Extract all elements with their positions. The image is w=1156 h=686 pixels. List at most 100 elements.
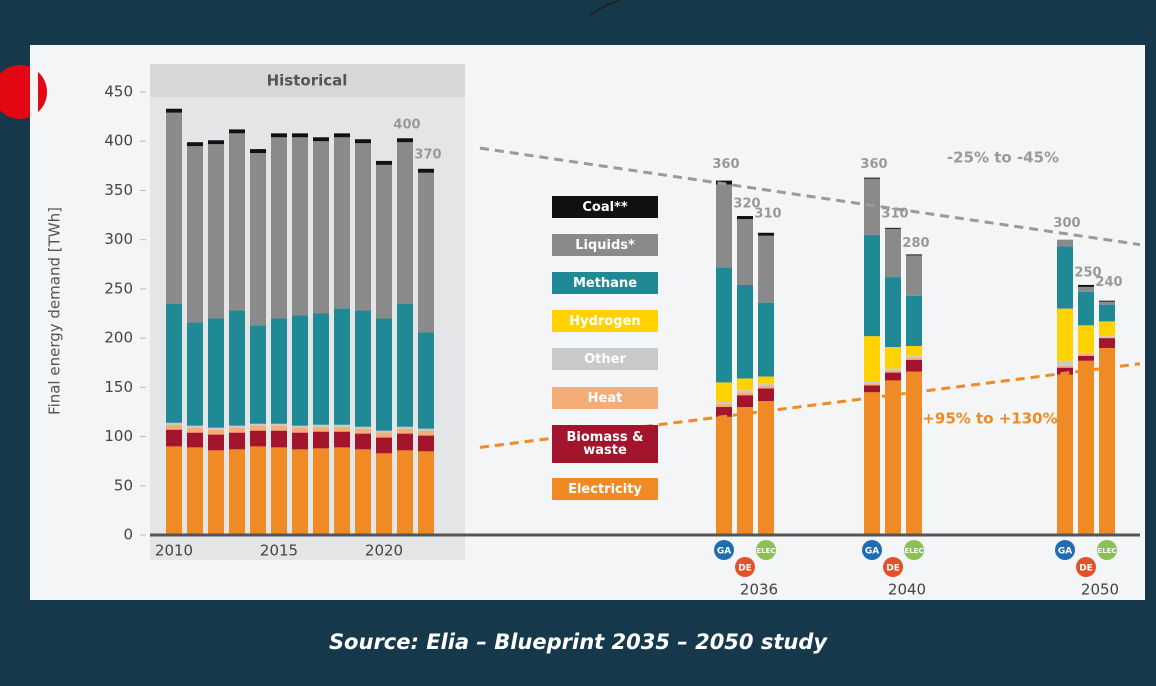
bar-segment <box>208 429 224 435</box>
bar-segment <box>418 435 434 452</box>
bar-segment <box>1057 374 1073 535</box>
y-axis-label: Final energy demand [TWh] <box>46 207 64 415</box>
y-tick-label: 0 <box>123 526 133 544</box>
bar-segment <box>229 449 245 535</box>
bar-segment <box>885 372 901 381</box>
bar-segment <box>250 325 266 424</box>
bar-segment <box>1078 286 1094 292</box>
legend-entry: Biomass & waste <box>552 425 658 463</box>
bar-segment <box>885 370 901 373</box>
bar-segment <box>1099 338 1115 348</box>
bar-segment <box>355 428 371 434</box>
bar-segment <box>376 430 392 433</box>
bar-segment <box>334 308 350 425</box>
bar-segment <box>376 318 392 431</box>
bar-segment <box>1078 325 1094 353</box>
scenario-label: DE <box>1079 564 1093 574</box>
y-tick-label: 200 <box>104 329 133 347</box>
bar-segment <box>397 428 413 434</box>
trend-line <box>479 146 1141 247</box>
bar-segment <box>271 133 287 138</box>
bar-segment <box>187 447 203 535</box>
bar-segment <box>1078 353 1094 356</box>
bar-segment <box>1057 365 1073 368</box>
total-label: 310 <box>754 206 781 221</box>
bar-segment <box>864 177 880 179</box>
scenario-label: DE <box>886 564 900 574</box>
bar-segment <box>906 295 922 346</box>
bar-segment <box>166 303 182 423</box>
bar-segment <box>355 449 371 535</box>
bar-segment <box>737 378 753 391</box>
scenario-badge <box>756 540 776 560</box>
bar-segment <box>397 450 413 535</box>
scenario-label: GA <box>1058 547 1072 557</box>
bar-segment <box>166 422 182 425</box>
total-label: 400 <box>393 118 420 133</box>
bar-segment <box>418 430 434 436</box>
bar-segment <box>166 446 182 535</box>
bar-segment <box>1057 367 1073 375</box>
bar-segment <box>208 140 224 145</box>
bar-segment <box>864 336 880 382</box>
scenario-badge <box>714 540 734 560</box>
bar-segment <box>208 450 224 535</box>
bar-segment <box>906 357 922 360</box>
bar-segment <box>292 427 308 433</box>
bar-segment <box>397 142 413 304</box>
bar-segment <box>737 407 753 535</box>
bar-segment <box>1078 355 1094 361</box>
total-label: 300 <box>1053 216 1080 231</box>
bar-segment <box>355 310 371 427</box>
bar-segment <box>716 404 732 408</box>
bar-segment <box>885 346 901 369</box>
bar-segment <box>737 395 753 408</box>
scenario-label: GA <box>865 547 879 557</box>
bar-segment <box>418 451 434 535</box>
bar-segment <box>376 164 392 319</box>
bar-segment <box>376 437 392 454</box>
bar-segment <box>376 432 392 438</box>
bar-segment <box>271 447 287 535</box>
bar-segment <box>250 425 266 431</box>
group-label: 2036 <box>740 581 778 599</box>
scenario-badge <box>862 540 882 560</box>
bar-segment <box>376 453 392 535</box>
total-label: 370 <box>414 147 441 162</box>
bar-segment <box>334 133 350 138</box>
bar-segment <box>737 390 753 393</box>
bar-segment <box>187 432 203 448</box>
bar-segment <box>271 423 287 426</box>
bar-segment <box>397 138 413 143</box>
bar-segment <box>737 392 753 396</box>
bar-segment <box>418 428 434 431</box>
bar-segment <box>229 425 245 428</box>
bar-segment <box>397 303 413 427</box>
bar-segment <box>758 232 774 236</box>
scenario-label: DE <box>738 564 752 574</box>
scenario-badge <box>1055 540 1075 560</box>
scenario-badge <box>735 557 755 577</box>
trend-label: -25% to -45% <box>947 149 1059 167</box>
y-tick-label: 400 <box>104 132 133 150</box>
bar-segment <box>292 432 308 450</box>
bar-segment <box>187 427 203 433</box>
bar-segment <box>1057 360 1073 366</box>
bar-segment <box>355 139 371 144</box>
bar-segment <box>906 254 922 256</box>
source: Source: Elia – Blueprint 2035 – 2050 stu… <box>329 630 828 654</box>
bar-segment <box>1078 291 1094 326</box>
bar-segment <box>716 416 732 535</box>
total-label: 360 <box>860 157 887 172</box>
total-label: 320 <box>733 196 760 211</box>
bar-segment <box>208 434 224 451</box>
y-tick-label: 150 <box>104 378 133 396</box>
bar-segment <box>292 315 308 426</box>
total-label: 360 <box>712 157 739 172</box>
bar-segment <box>229 133 245 311</box>
bar-segment <box>313 313 329 425</box>
scenario-label: GA <box>717 547 731 557</box>
bar-segment <box>885 277 901 347</box>
